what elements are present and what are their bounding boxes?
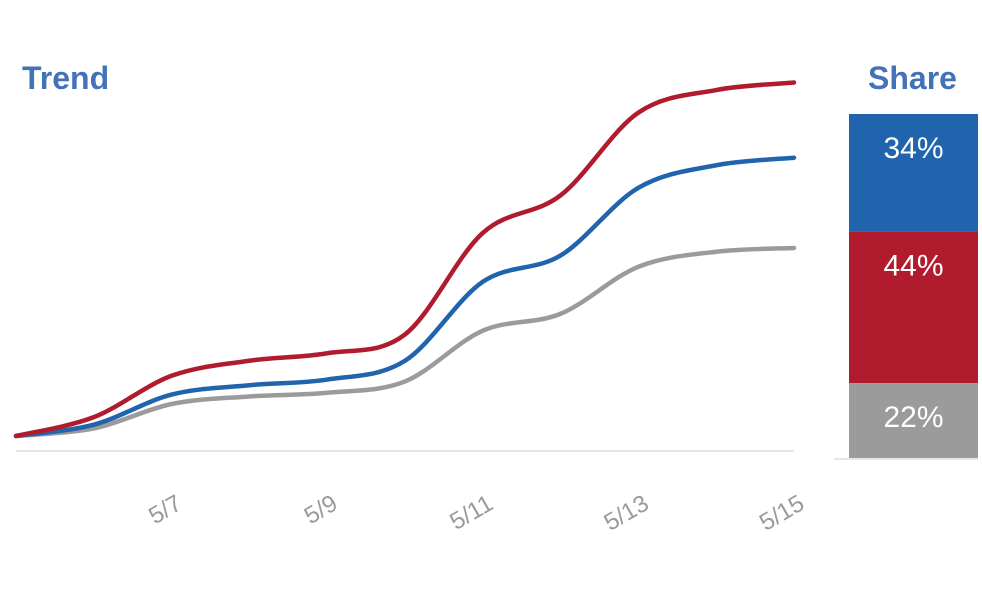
share-segment-2: [849, 231, 978, 384]
share-segment-1: [849, 114, 978, 232]
series-line-3: [13, 245, 797, 439]
trend-title: Trend: [22, 60, 110, 96]
series-line-2: [13, 155, 797, 439]
x-tick-label: 5/9: [300, 490, 342, 530]
share-label-3: 22%: [883, 401, 943, 434]
share-title: Share: [868, 60, 957, 96]
trend-lines: [13, 80, 797, 452]
x-axis-ticks: 5/7 5/9 5/11 5/13 5/15: [144, 490, 809, 537]
series-line-1: [13, 80, 797, 439]
share-segment-3: [849, 383, 978, 459]
share-bar: 34% 44% 22%: [834, 114, 978, 460]
x-tick-label: 5/7: [144, 490, 186, 530]
share-label-1: 34%: [883, 132, 943, 165]
x-tick-label: 5/11: [445, 490, 497, 536]
x-tick-label: 5/13: [599, 490, 653, 537]
x-tick-label: 5/15: [755, 490, 809, 537]
share-label-2: 44%: [883, 249, 943, 282]
